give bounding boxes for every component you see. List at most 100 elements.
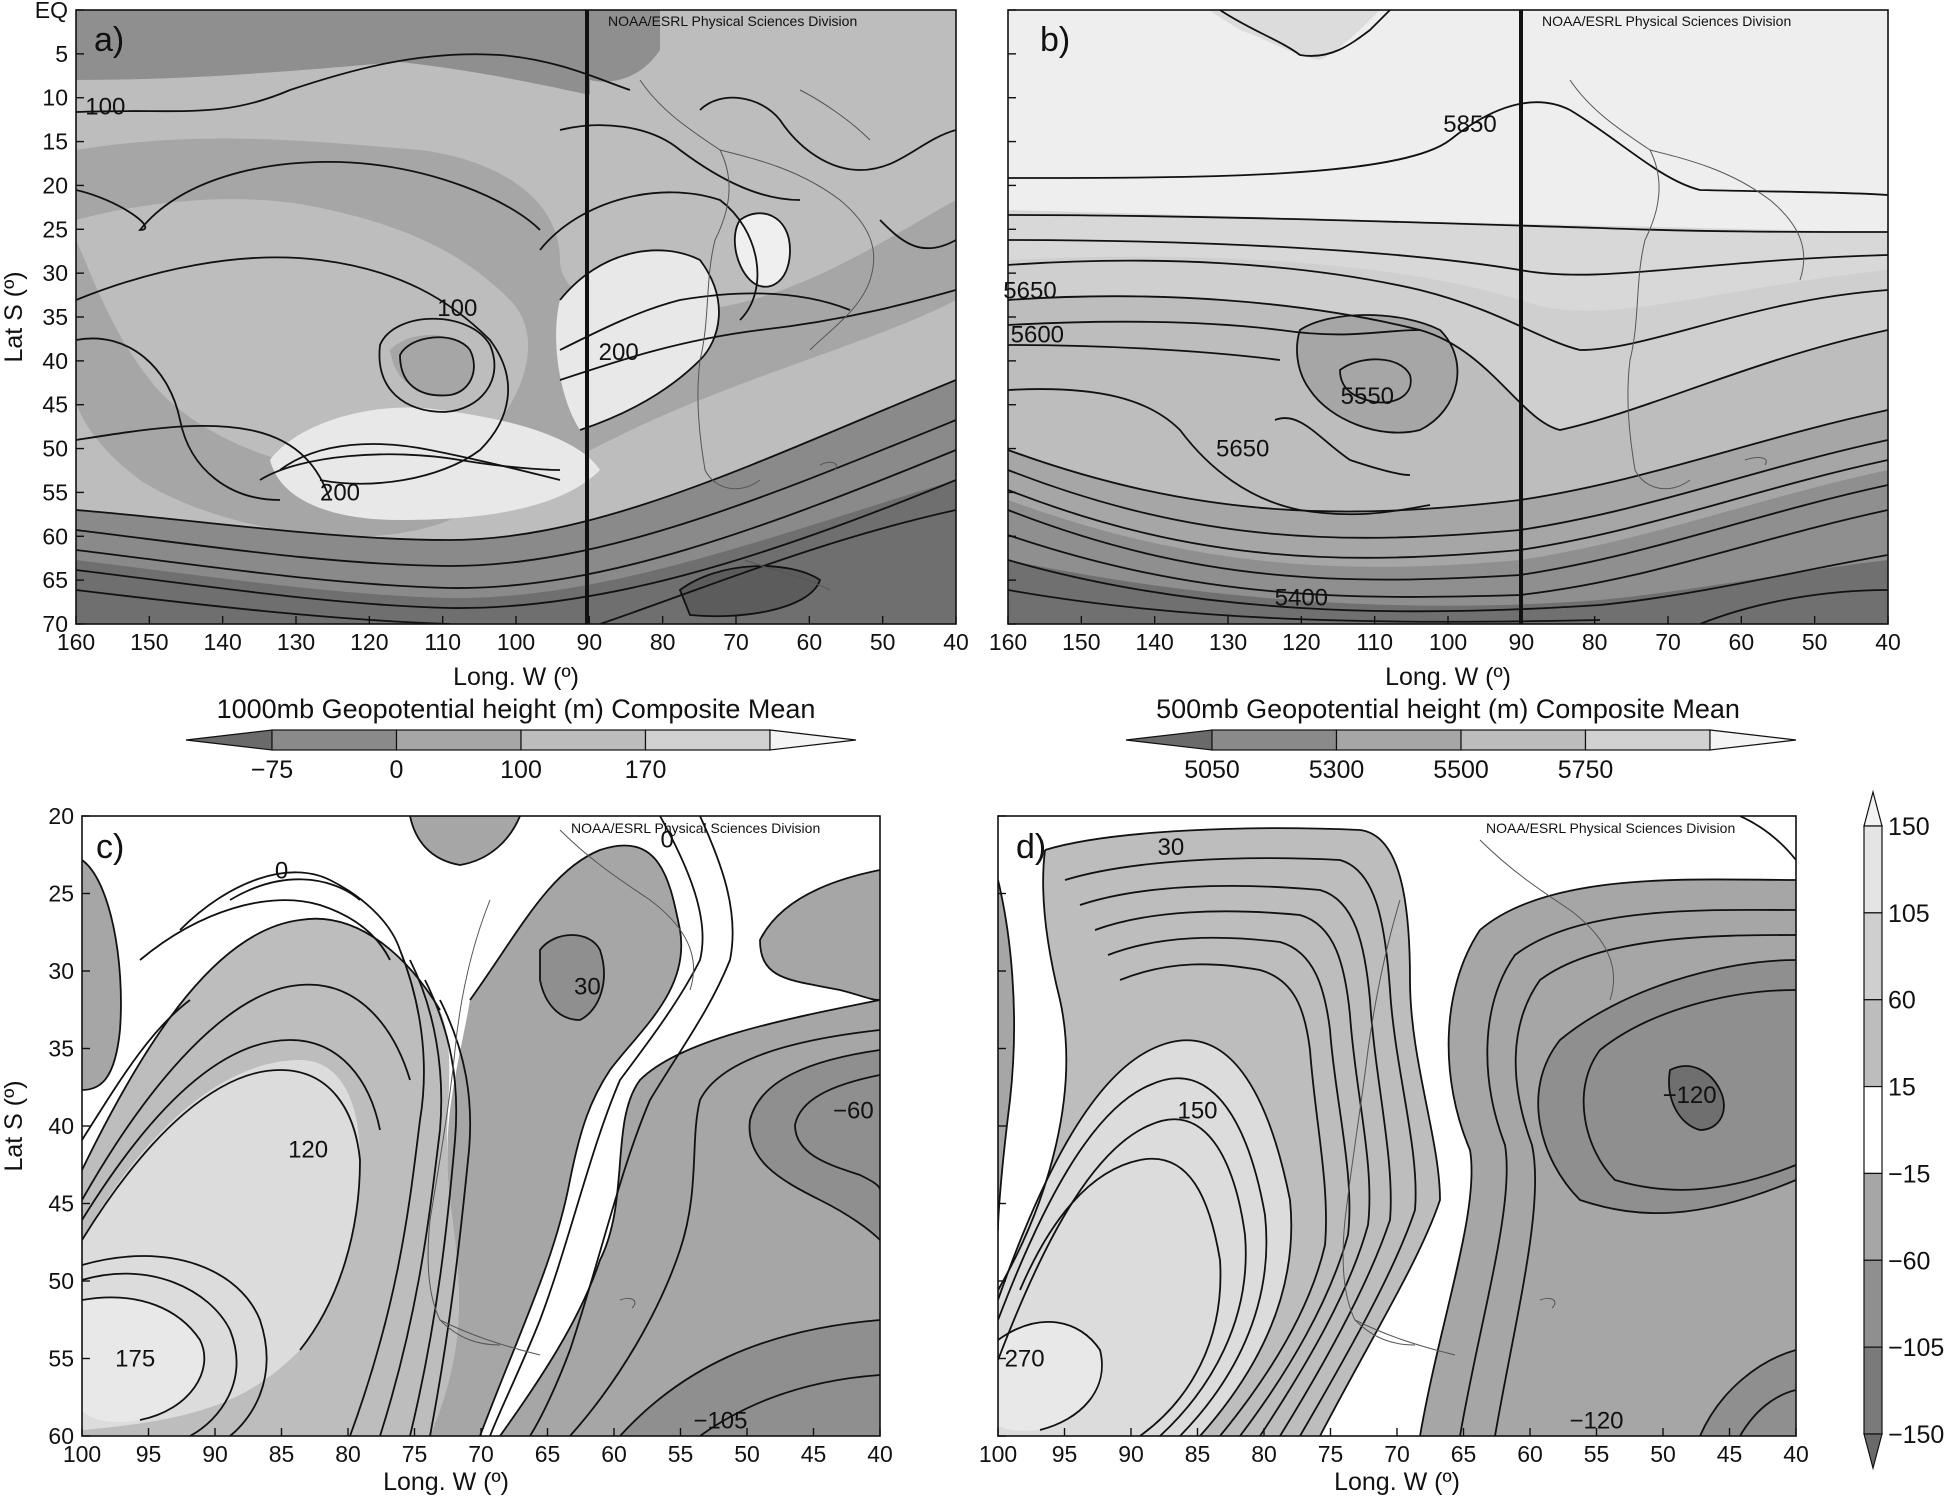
colorbar-a: 1000mb Geopotential height (m) Composite… [186, 694, 856, 784]
y-tick-label: 45 [42, 392, 68, 418]
y-tick-label: 15 [42, 129, 68, 155]
x-tick-label: 100 [497, 629, 535, 655]
colorbar-high-arrow [770, 730, 856, 750]
contour-label: 5400 [1275, 585, 1328, 612]
contour-label: 200 [599, 339, 639, 366]
y-tick-label: 65 [42, 567, 68, 593]
shared-colorbar-tick-label: 150 [1888, 813, 1930, 841]
shared-colorbar-tick-label: −105 [1888, 1334, 1944, 1362]
x-tick-label: 70 [723, 629, 749, 655]
contour-label: −60 [833, 1098, 874, 1125]
shared-colorbar-swatch [1864, 1347, 1882, 1434]
colorbar-swatch [1212, 730, 1337, 750]
panel-c-ylabel: Lat S (º) [0, 1080, 28, 1171]
y-tick-label: 55 [42, 479, 68, 505]
panel-c-xlabel: Long. W (º) [383, 1468, 509, 1496]
panel-d-xlabel: Long. W (º) [1334, 1468, 1460, 1496]
y-tick-label: 60 [42, 523, 68, 549]
colorbar-swatch [1461, 730, 1586, 750]
y-tick-label: 25 [42, 216, 68, 242]
shared-colorbar-high-arrow [1864, 792, 1882, 826]
colorbar-a-title: 1000mb Geopotential height (m) Composite… [217, 694, 816, 724]
shared-colorbar-swatch [1864, 1260, 1882, 1347]
x-tick-label: 80 [1251, 1441, 1277, 1467]
panel-c: 100 95 90 85 80 75 70 65 60 55 50 45 40 20 25 30 35 40 45 5… [0, 803, 893, 1496]
colorbar-swatch [272, 730, 397, 750]
y-tick-label: EQ [35, 0, 68, 23]
y-tick-label: 50 [48, 1268, 74, 1294]
panel-a-field [76, 10, 956, 624]
contour-label: 100 [85, 93, 125, 120]
x-tick-label: 120 [1282, 629, 1320, 655]
shared-colorbar-tick-label: −60 [1888, 1247, 1930, 1275]
colorbar-swatch [646, 730, 771, 750]
x-tick-label: 50 [1802, 629, 1828, 655]
x-tick-label: 150 [130, 629, 168, 655]
x-tick-label: 75 [1318, 1441, 1344, 1467]
contour-label: 100 [437, 295, 477, 322]
colorbar-tick-label: 5050 [1184, 756, 1240, 784]
x-tick-label: 160 [989, 629, 1027, 655]
x-tick-label: 140 [1135, 629, 1173, 655]
colorbar-low-arrow [186, 730, 272, 750]
colorbar-swatch [1337, 730, 1462, 750]
contour-label: 5550 [1341, 383, 1394, 410]
x-tick-label: 120 [350, 629, 388, 655]
x-tick-label: 90 [202, 1441, 228, 1467]
shared-colorbar-swatch [1864, 826, 1882, 913]
x-tick-label: 45 [1717, 1441, 1743, 1467]
y-tick-label: 20 [48, 803, 74, 829]
contour-label: 175 [115, 1346, 155, 1373]
x-tick-label: 90 [577, 629, 603, 655]
x-tick-label: 60 [1729, 629, 1755, 655]
colorbar-tick-label: 170 [625, 756, 667, 784]
y-tick-label: 10 [42, 85, 68, 111]
contour-label: 5650 [1216, 436, 1269, 463]
y-tick-label: 55 [48, 1346, 74, 1372]
contour-label: 270 [1005, 1346, 1045, 1373]
x-tick-label: 40 [1783, 1441, 1809, 1467]
panel-d: 100 95 90 85 80 75 70 65 60 55 50 45 40 30150−120270… [979, 816, 1809, 1496]
y-tick-label: 50 [42, 436, 68, 462]
panel-a-letter: a) [94, 21, 124, 59]
shared-colorbar-swatch [1864, 1173, 1882, 1260]
shared-colorbar-swatch [1864, 1000, 1882, 1087]
shared-colorbar-tick-label: 15 [1888, 1074, 1916, 1102]
x-tick-label: 65 [535, 1441, 561, 1467]
colorbar-swatch [397, 730, 522, 750]
y-tick-label: 20 [42, 172, 68, 198]
x-tick-label: 85 [1185, 1441, 1211, 1467]
x-tick-label: 70 [1655, 629, 1681, 655]
y-tick-label: 35 [48, 1036, 74, 1062]
y-tick-label: 60 [48, 1423, 74, 1449]
x-tick-label: 140 [203, 629, 241, 655]
x-tick-label: 50 [1650, 1441, 1676, 1467]
panel-c-letter: c) [96, 828, 124, 866]
y-tick-label: 35 [42, 304, 68, 330]
colorbar-a-swatches: −75 0 100 170 [186, 730, 856, 784]
x-tick-label: 40 [943, 629, 969, 655]
panel-a-credit: NOAA/ESRL Physical Sciences Division [608, 13, 857, 29]
x-tick-label: 100 [1429, 629, 1467, 655]
panel-b-credit: NOAA/ESRL Physical Sciences Division [1542, 13, 1791, 29]
y-tick-label: 25 [48, 881, 74, 907]
x-tick-label: 80 [1582, 629, 1608, 655]
colorbar-tick-label: 0 [390, 756, 404, 784]
contour-label: 120 [288, 1136, 328, 1163]
colorbar-tick-label: 5300 [1309, 756, 1365, 784]
colorbar-tick-label: 5750 [1558, 756, 1614, 784]
contour-label: 150 [1177, 1098, 1217, 1125]
x-tick-label: 70 [1384, 1441, 1410, 1467]
x-tick-label: 100 [979, 1441, 1017, 1467]
x-tick-label: 55 [1584, 1441, 1610, 1467]
colorbar-tick-label: −75 [251, 756, 293, 784]
x-tick-label: 40 [867, 1441, 893, 1467]
x-tick-label: 90 [1118, 1441, 1144, 1467]
shared-colorbar-tick-label: −150 [1888, 1421, 1944, 1449]
shared-colorbar-tick-label: 60 [1888, 987, 1916, 1015]
colorbar-b-swatches: 5050 5300 5500 5750 [1126, 730, 1796, 784]
panel-a-xlabel: Long. W (º) [453, 663, 579, 691]
shared-colorbar: 150 105 60 15 −15 −60 −105 −150 [1864, 792, 1944, 1468]
panel-b-xlabel: Long. W (º) [1385, 663, 1511, 691]
